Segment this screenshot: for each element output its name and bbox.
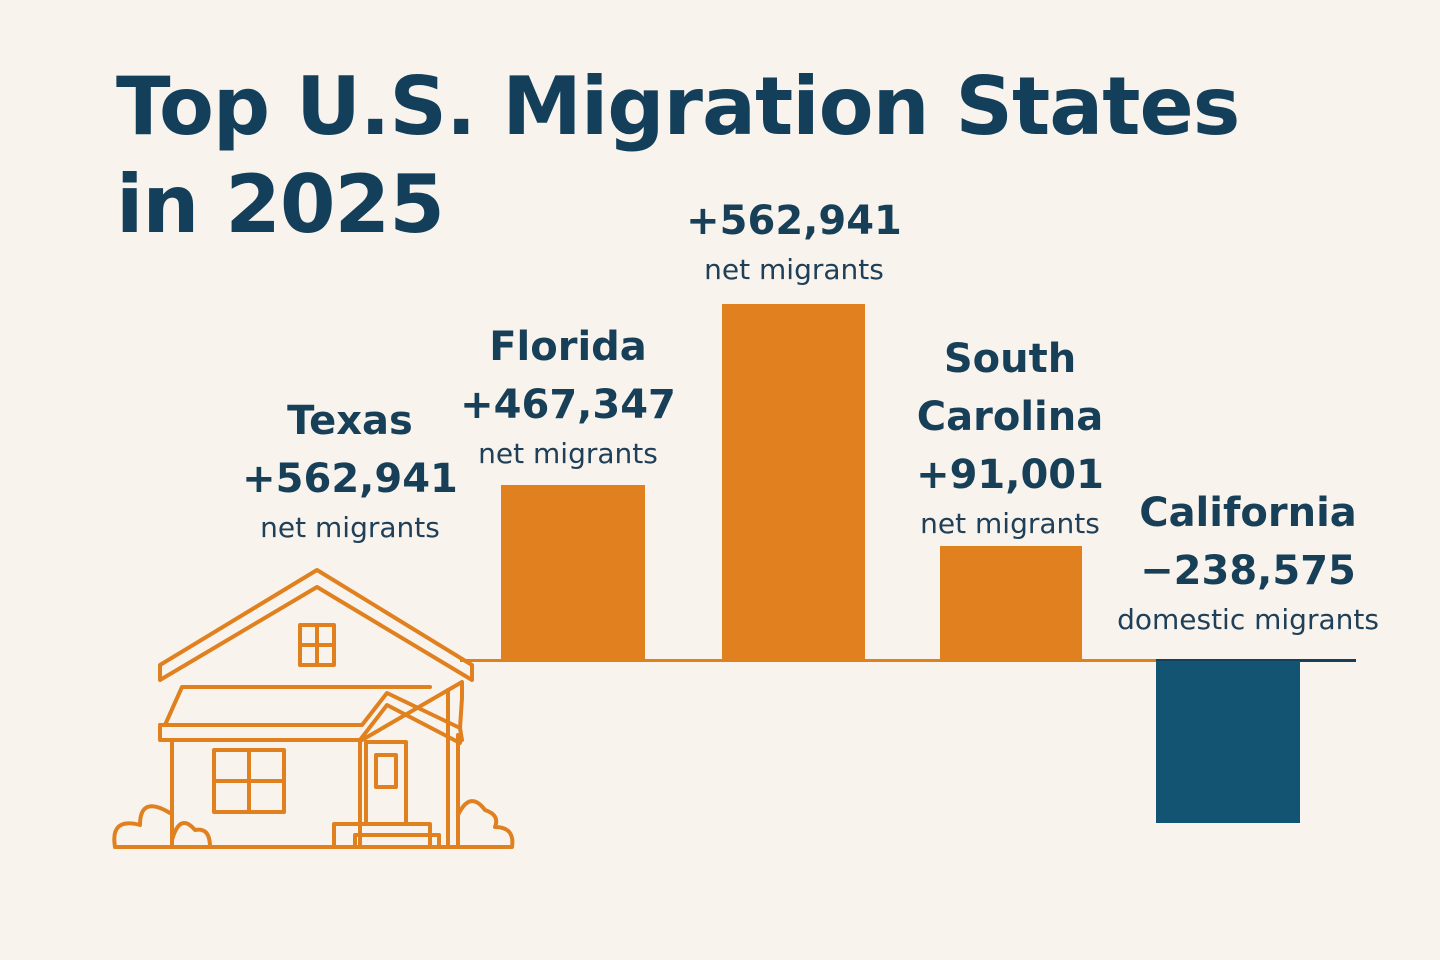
label-middle: +562,941 net migrants xyxy=(686,192,902,290)
bar-south-carolina xyxy=(940,546,1082,661)
data-label: +467,347 xyxy=(460,382,676,428)
title-line-2: in 2025 xyxy=(116,158,445,251)
bar-california xyxy=(1156,661,1300,823)
unit-label: net migrants xyxy=(704,253,884,286)
baseline-negative xyxy=(1156,659,1356,662)
house-icon xyxy=(112,568,515,849)
state-name-line-1: South xyxy=(943,336,1077,382)
state-name-line-2: Carolina xyxy=(916,394,1104,440)
unit-label: net migrants xyxy=(478,437,658,470)
bar-florida xyxy=(501,485,645,661)
label-florida: Florida +467,347 net migrants xyxy=(460,318,676,474)
data-label: +562,941 xyxy=(686,198,902,244)
title-line-1: Top U.S. Migration States xyxy=(116,60,1240,153)
unit-label: net migrants xyxy=(920,507,1100,540)
state-name: Texas xyxy=(287,398,413,444)
label-south-carolina: South Carolina +91,001 net migrants xyxy=(916,330,1104,544)
data-label: +91,001 xyxy=(916,452,1104,498)
label-california: California −238,575 domestic migrants xyxy=(1117,484,1379,640)
data-label: −238,575 xyxy=(1140,548,1356,594)
state-name: California xyxy=(1139,490,1357,536)
unit-label: domestic migrants xyxy=(1117,603,1379,636)
chart-title: Top U.S. Migration States in 2025 xyxy=(116,58,1240,254)
label-texas: Texas +562,941 net migrants xyxy=(242,392,458,548)
state-name: Florida xyxy=(489,324,647,370)
bar-middle xyxy=(722,304,865,661)
unit-label: net migrants xyxy=(260,511,440,544)
data-label: +562,941 xyxy=(242,456,458,502)
